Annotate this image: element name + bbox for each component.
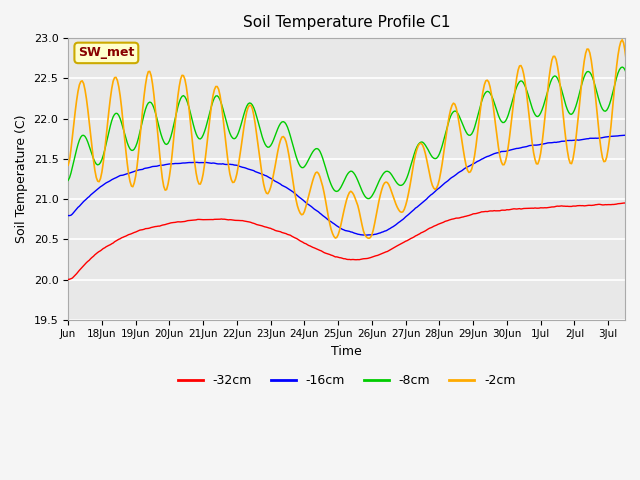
Text: SW_met: SW_met <box>78 47 134 60</box>
Title: Soil Temperature Profile C1: Soil Temperature Profile C1 <box>243 15 451 30</box>
Y-axis label: Soil Temperature (C): Soil Temperature (C) <box>15 115 28 243</box>
Legend: -32cm, -16cm, -8cm, -2cm: -32cm, -16cm, -8cm, -2cm <box>173 370 520 392</box>
X-axis label: Time: Time <box>332 345 362 358</box>
